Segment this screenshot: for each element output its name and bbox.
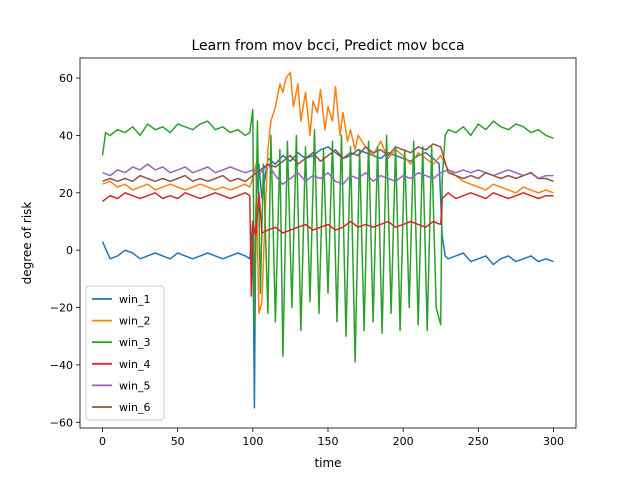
x-tick-label: 50 — [171, 435, 185, 448]
y-tick-label: −20 — [50, 302, 73, 315]
series-line-win_6 — [102, 143, 554, 183]
x-tick-label: 0 — [99, 435, 106, 448]
x-tick-label: 250 — [468, 435, 489, 448]
chart-title: Learn from mov bcci, Predict mov bcca — [191, 38, 464, 54]
legend: win_1 win_2 win_3 win_4 win_5 win_6 — [85, 285, 165, 421]
series-layer — [101, 71, 554, 409]
x-tick-label: 300 — [543, 435, 564, 448]
series-line-win_5 — [102, 163, 554, 185]
x-axis: 0 50 100 150 200 250 300 — [99, 428, 564, 448]
legend-box — [85, 285, 165, 421]
legend-label-win_4: win_4 — [119, 358, 151, 371]
y-tick-label: −40 — [50, 359, 73, 372]
legend-label-win_3: win_3 — [119, 336, 151, 349]
y-tick-label: 20 — [59, 187, 73, 200]
y-axis: −60 −40 −20 0 20 40 60 — [50, 72, 80, 429]
legend-items: win_1 win_2 win_3 win_4 win_5 win_6 — [92, 293, 151, 414]
x-axis-label: time — [314, 456, 341, 470]
y-tick-label: 60 — [59, 72, 73, 85]
series-line-win_1 — [101, 146, 554, 409]
series-line-win_2 — [102, 71, 554, 315]
y-tick-label: 40 — [59, 129, 73, 142]
x-tick-label: 150 — [318, 435, 339, 448]
y-tick-label: −60 — [50, 416, 73, 429]
legend-label-win_1: win_1 — [119, 293, 151, 306]
series-line-win_4 — [102, 192, 554, 297]
series-line-win_3 — [101, 108, 554, 363]
x-tick-label: 100 — [242, 435, 263, 448]
y-tick-label: 0 — [66, 244, 73, 257]
legend-label-win_2: win_2 — [119, 315, 151, 328]
legend-label-win_6: win_6 — [119, 401, 151, 414]
x-tick-label: 200 — [393, 435, 414, 448]
legend-label-win_5: win_5 — [119, 379, 151, 392]
y-axis-label: degree of risk — [20, 202, 34, 285]
